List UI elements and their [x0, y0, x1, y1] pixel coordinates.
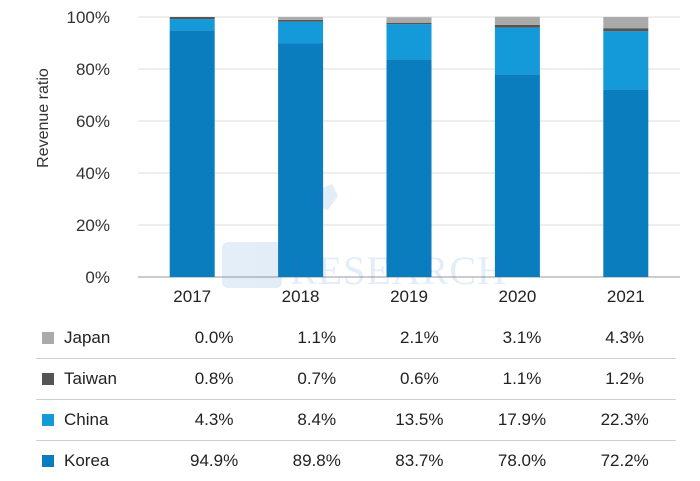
table-value: 13.5% [368, 400, 471, 441]
legend-swatch [42, 373, 54, 385]
table-value: 4.3% [163, 400, 266, 441]
watermark-text: RESEARCH [290, 248, 507, 293]
y-axis-title: Revenue ratio [35, 68, 52, 168]
bar-korea-2018 [278, 44, 323, 277]
legend-entry: Japan [36, 318, 163, 359]
table-value: 3.1% [471, 318, 574, 359]
table-value: 94.9% [163, 441, 266, 481]
y-axis: 0% 20% 40% 60% 80% 100% [67, 8, 110, 287]
bar-japan-2018 [278, 17, 323, 20]
table-value: 2.1% [368, 318, 471, 359]
legend-label: Korea [64, 451, 109, 470]
bar-taiwan-2017 [170, 17, 215, 19]
table-value: 83.7% [368, 441, 471, 481]
table-value: 1.1% [265, 318, 368, 359]
y-tick-label: 100% [67, 8, 110, 27]
bar-china-2017 [170, 19, 215, 30]
legend-entry: Taiwan [36, 359, 163, 400]
table-row-taiwan: Taiwan 0.8%0.7%0.6%1.1%1.2% [36, 359, 676, 400]
bar-korea-2019 [387, 59, 432, 277]
bar-china-2019 [387, 24, 432, 59]
y-tick-label: 80% [76, 60, 110, 79]
legend-swatch [42, 332, 54, 344]
bar-japan-2019 [387, 17, 432, 22]
table-value: 4.3% [573, 318, 676, 359]
legend-label: Japan [64, 328, 110, 347]
table-value: 0.6% [368, 359, 471, 400]
bar-japan-2020 [495, 17, 540, 25]
bar-china-2020 [495, 28, 540, 75]
table-value: 0.7% [265, 359, 368, 400]
legend-label: Taiwan [64, 369, 117, 388]
y-tick-label: 60% [76, 112, 110, 131]
bar-taiwan-2018 [278, 20, 323, 22]
bar-korea-2017 [170, 30, 215, 277]
bar-taiwan-2021 [603, 28, 648, 31]
table-value: 0.8% [163, 359, 266, 400]
table-value: 72.2% [573, 441, 676, 481]
table-value: 1.2% [573, 359, 676, 400]
bar-korea-2021 [603, 89, 648, 277]
table-row-china: China 4.3%8.4%13.5%17.9%22.3% [36, 400, 676, 441]
table-value: 0.0% [163, 318, 266, 359]
legend-entry: Korea [36, 441, 163, 481]
legend-swatch [42, 414, 54, 426]
bar-korea-2020 [495, 74, 540, 277]
bars [170, 17, 649, 277]
watermark-logo: RESEARCH [222, 184, 507, 293]
table-value: 78.0% [471, 441, 574, 481]
bar-taiwan-2020 [495, 25, 540, 28]
table-row-japan: Japan 0.0%1.1%2.1%3.1%4.3% [36, 318, 676, 359]
table-value: 1.1% [471, 359, 574, 400]
legend-label: China [64, 410, 108, 429]
table-value: 8.4% [265, 400, 368, 441]
bar-china-2018 [278, 22, 323, 44]
table-row-korea: Korea 94.9%89.8%83.7%78.0%72.2% [36, 441, 676, 481]
y-tick-label: 40% [76, 164, 110, 183]
table-value: 89.8% [265, 441, 368, 481]
legend-entry: China [36, 400, 163, 441]
bar-taiwan-2019 [387, 23, 432, 25]
y-tick-label: 0% [85, 268, 110, 287]
x-tick-label: 2021 [607, 287, 645, 306]
bar-japan-2021 [603, 17, 648, 28]
y-tick-label: 20% [76, 216, 110, 235]
x-tick-label: 2017 [173, 287, 211, 306]
bar-china-2021 [603, 31, 648, 89]
table-value: 17.9% [471, 400, 574, 441]
legend-swatch [42, 455, 54, 467]
table-value: 22.3% [573, 400, 676, 441]
